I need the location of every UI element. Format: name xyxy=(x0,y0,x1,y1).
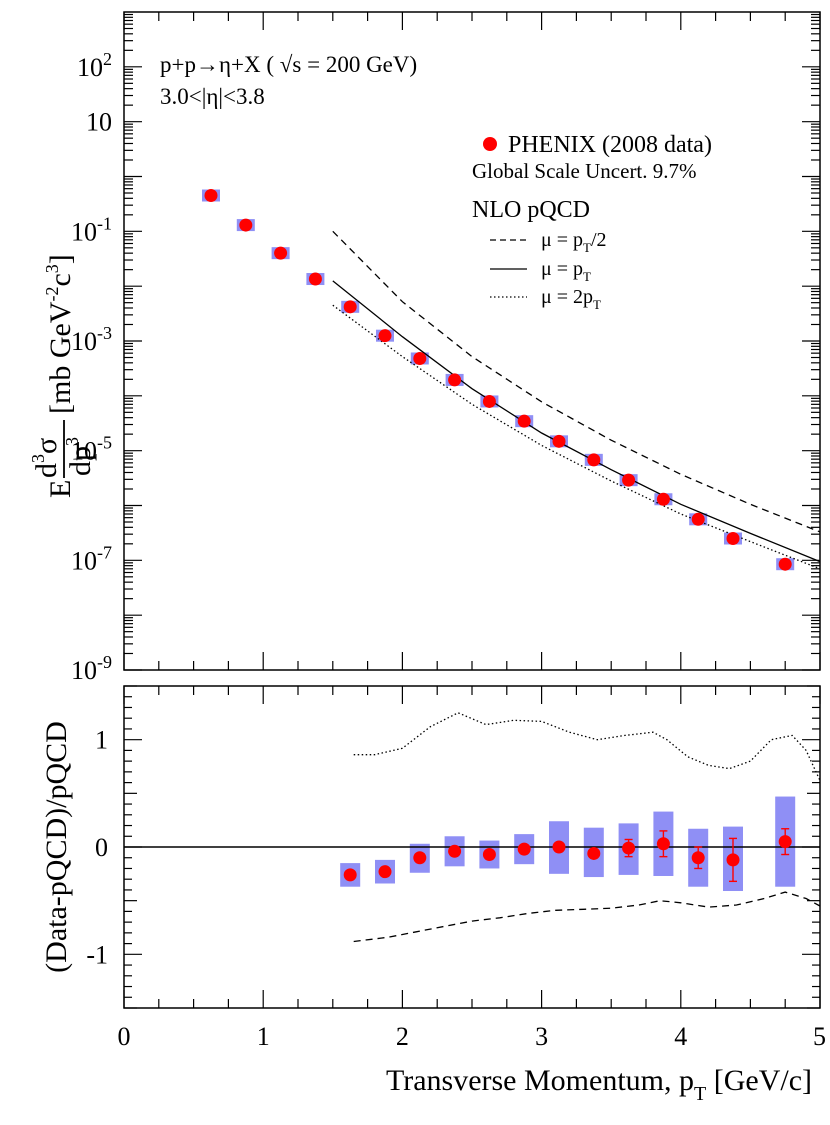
bottom-data-point xyxy=(378,865,392,879)
bottom-y-tick-label: -1 xyxy=(86,940,108,969)
ylabel-unit: [mb GeV-2c3] xyxy=(42,254,77,414)
bottom-data-points xyxy=(343,828,792,883)
bottom-data-point xyxy=(552,840,566,854)
x-tick-label: 4 xyxy=(674,1022,687,1051)
top-y-tick-label: 10-3 xyxy=(71,323,112,356)
top-y-tick-label: 10-1 xyxy=(71,213,112,246)
top-y-tick-label: 10-7 xyxy=(71,542,112,575)
top-data-point xyxy=(239,218,253,232)
top-data-point xyxy=(378,329,392,343)
top-data-point xyxy=(448,373,462,387)
bottom-curve-dashed xyxy=(353,891,821,943)
bottom-data-point xyxy=(448,844,462,858)
top-curve-dotted xyxy=(332,304,821,570)
bottom-data-point xyxy=(413,851,427,865)
bottom-y-tick-label: 0 xyxy=(95,833,108,862)
top-data-point xyxy=(691,512,705,526)
bottom-theory-curves xyxy=(124,712,821,943)
legend-mu-one: μ = pT xyxy=(541,258,591,284)
legend-data-marker xyxy=(483,137,497,151)
top-theory-curves xyxy=(332,230,821,570)
top-data-point xyxy=(622,473,636,487)
scale-uncert-label: Global Scale Uncert. 9.7% xyxy=(472,159,697,183)
bottom-data-point xyxy=(587,846,601,860)
top-y-tick-labels: 102 10 10-1 10-3 10-5 10-7 10-9 xyxy=(71,49,112,685)
top-data-point xyxy=(482,394,496,408)
top-y-axis-title: E d3σ dp3 [mb GeV-2c3] xyxy=(28,254,97,498)
top-data-point xyxy=(552,434,566,448)
ylabel-E: E xyxy=(44,480,77,498)
legend-mu-two: μ = 2pT xyxy=(541,286,601,312)
top-systematic-boxes xyxy=(202,189,795,571)
bottom-data-point xyxy=(778,835,792,849)
bottom-data-point xyxy=(726,853,740,867)
bottom-y-tick-labels: 1 0 -1 xyxy=(86,726,108,970)
bottom-curve-dotted xyxy=(353,712,821,781)
top-x-ticks xyxy=(123,12,821,670)
top-y-ticks xyxy=(124,13,820,671)
x-tick-label: 5 xyxy=(813,1022,826,1051)
legend-mu-half: μ = pT/2 xyxy=(541,229,607,255)
bottom-data-point xyxy=(691,851,705,865)
bottom-y-tick-label: 1 xyxy=(95,726,108,755)
bottom-y-axis-title: (Data-pQCD)/pQCD xyxy=(40,721,73,973)
top-data-point xyxy=(343,300,357,314)
top-curve-dashed xyxy=(332,230,821,533)
top-data-point xyxy=(517,414,531,428)
top-data-points xyxy=(204,189,792,571)
top-panel: 102 10 10-1 10-3 10-5 10-7 10-9 p+p→η+X ( √s =… xyxy=(28,11,821,685)
bottom-panel: 0 1 2 3 4 5 1 0 -1 (Data-pQCD)/pQCD Transverse … xyxy=(40,685,827,1105)
top-plot-frame xyxy=(123,11,821,671)
x-tick-label: 3 xyxy=(535,1022,548,1051)
top-data-point xyxy=(778,557,792,571)
bottom-x-ticks xyxy=(123,686,821,1008)
bottom-data-point xyxy=(343,868,357,882)
top-y-tick-label: 10-5 xyxy=(71,433,112,466)
top-data-point xyxy=(204,189,218,203)
bottom-y-ticks xyxy=(124,685,820,1009)
bottom-data-point xyxy=(656,837,670,851)
top-data-point xyxy=(587,453,601,467)
x-tick-label: 2 xyxy=(396,1022,409,1051)
top-data-point xyxy=(308,272,322,286)
top-data-point xyxy=(726,532,740,546)
legend-data-label: PHENIX (2008 data) xyxy=(508,132,712,158)
x-tick-label: 0 xyxy=(118,1022,131,1051)
bottom-data-point xyxy=(517,842,531,856)
top-y-tick-label: 102 xyxy=(77,49,112,82)
top-curve-solid xyxy=(332,280,821,563)
top-data-point xyxy=(413,351,427,365)
reaction-label: p+p→η+X ( √s = 200 GeV) xyxy=(160,52,417,77)
rapidity-label: 3.0<|η|<3.8 xyxy=(160,84,265,109)
legend-theory-title: NLO pQCD xyxy=(472,197,590,223)
top-data-point xyxy=(656,492,670,506)
ylabel-denominator: dp3 xyxy=(62,437,97,476)
ylabel-numerator: d3σ xyxy=(28,438,63,478)
x-tick-labels: 0 1 2 3 4 5 xyxy=(118,1022,827,1051)
top-y-tick-label: 10 xyxy=(86,108,112,137)
x-tick-label: 1 xyxy=(257,1022,270,1051)
top-y-tick-label: 10-9 xyxy=(71,652,112,685)
legend: PHENIX (2008 data) Global Scale Uncert. … xyxy=(472,132,712,312)
bottom-data-point xyxy=(482,848,496,862)
bottom-systematic-boxes xyxy=(340,796,796,892)
top-data-point xyxy=(274,246,288,260)
bottom-data-point xyxy=(622,841,636,855)
x-axis-title: Transverse Momentum, pT [GeV/c] xyxy=(386,1064,812,1105)
